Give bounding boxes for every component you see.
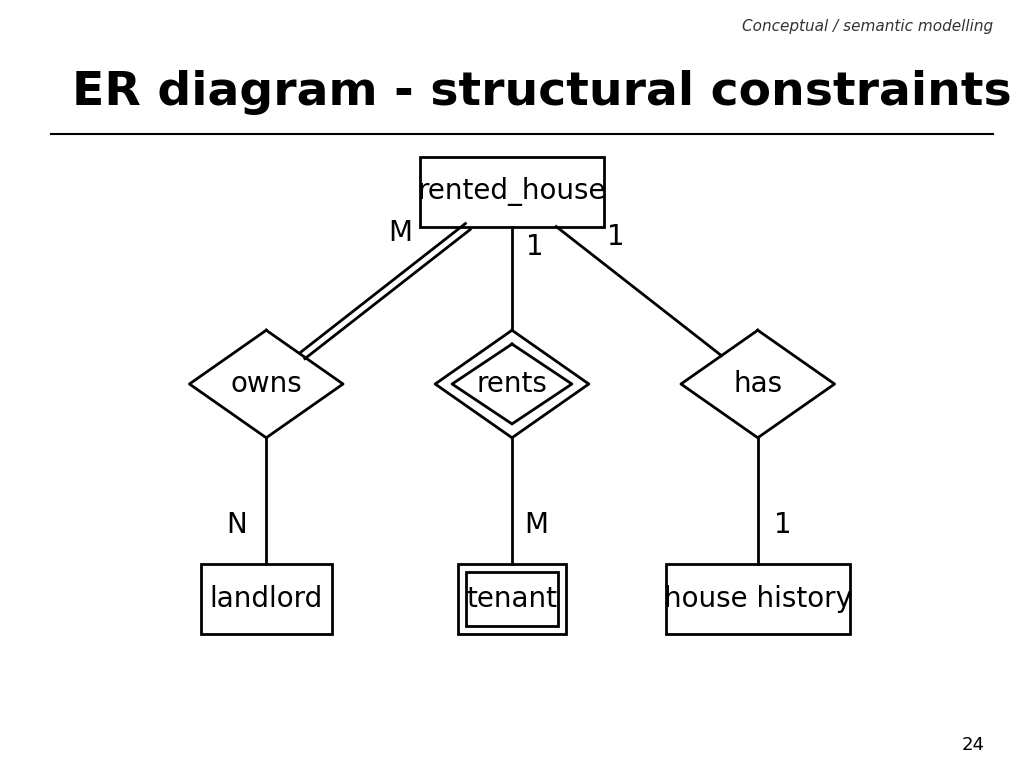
Text: house history: house history <box>664 585 852 613</box>
Text: owns: owns <box>230 370 302 398</box>
Text: 1: 1 <box>773 511 792 539</box>
Text: landlord: landlord <box>210 585 323 613</box>
Text: Conceptual / semantic modelling: Conceptual / semantic modelling <box>742 19 993 35</box>
Text: rented_house: rented_house <box>418 177 606 207</box>
Text: M: M <box>388 219 412 247</box>
Bar <box>459 564 566 634</box>
Bar <box>201 564 332 634</box>
Text: 1: 1 <box>607 223 625 251</box>
Text: tenant: tenant <box>467 585 557 613</box>
Bar <box>420 157 604 227</box>
Text: M: M <box>524 511 549 539</box>
Text: has: has <box>733 370 782 398</box>
Text: 1: 1 <box>526 233 544 261</box>
Bar <box>466 572 558 626</box>
Text: ER diagram - structural constraints (before): ER diagram - structural constraints (bef… <box>72 70 1024 114</box>
Bar <box>666 564 850 634</box>
Text: rents: rents <box>476 370 548 398</box>
Text: 24: 24 <box>962 736 984 754</box>
Text: N: N <box>226 511 248 539</box>
